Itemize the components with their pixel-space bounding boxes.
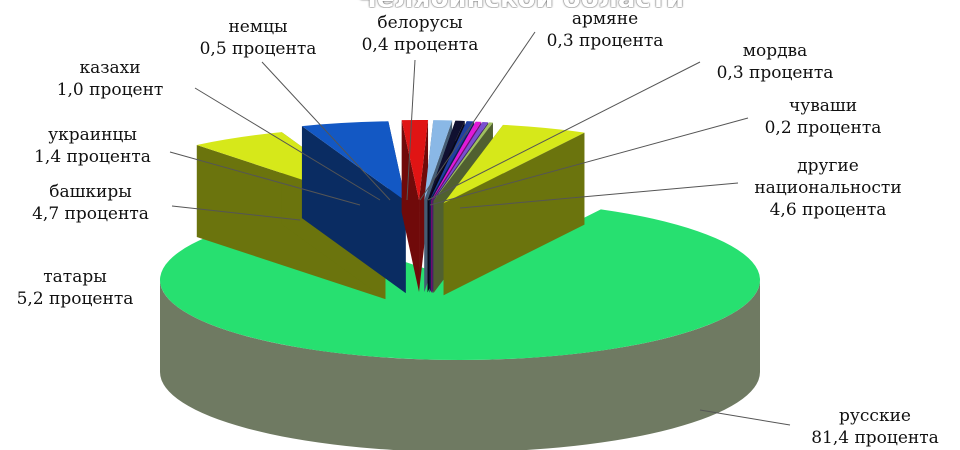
label-tatary-value: 5,2 процента xyxy=(16,289,134,309)
leader-line-kazakhi xyxy=(194,87,381,201)
label-ukraintsy-value: 1,4 процента xyxy=(34,147,151,167)
pie-slice-ukraintsy xyxy=(401,120,429,293)
leader-line-bashkiry xyxy=(171,205,301,221)
pie-slices xyxy=(160,120,761,450)
label-drugie: другие национальности 4,6 процента xyxy=(738,155,918,221)
leader-lines xyxy=(169,31,791,426)
label-nemtsy-value: 0,5 процента xyxy=(199,39,317,59)
label-nemtsy-name: немцы xyxy=(228,17,288,37)
leader-line-belorusy xyxy=(406,59,416,201)
label-drugie-line2: национальности xyxy=(754,178,902,198)
label-chuvashi: чуваши 0,2 процента xyxy=(748,95,898,139)
leader-line-chuvashi xyxy=(429,117,749,206)
label-ukraintsy: украинцы 1,4 процента xyxy=(10,124,175,168)
chart-title: Челябинской области xyxy=(300,0,740,8)
leader-line-russkie xyxy=(699,409,791,426)
leader-line-drugie xyxy=(459,182,739,209)
pie-slice-drugie xyxy=(443,124,585,296)
label-chuvashi-value: 0,2 процента xyxy=(764,118,882,138)
label-tatary: татары 5,2 процента xyxy=(0,266,150,310)
label-kazakhi-value: 1,0 процент xyxy=(56,80,164,100)
label-belorusy: белорусы 0,4 процента xyxy=(345,12,495,56)
label-armyane-name: армяне xyxy=(571,9,639,29)
label-belorusy-value: 0,4 процента xyxy=(361,35,479,55)
label-tatary-name: татары xyxy=(43,267,107,287)
label-russkie: русские 81,4 процента xyxy=(800,405,950,449)
label-mordva-value: 0,3 процента xyxy=(716,63,834,83)
label-kazakhi-name: казахи xyxy=(79,58,141,78)
label-nemtsy: немцы 0,5 процента xyxy=(183,16,333,60)
label-mordva: мордва 0,3 процента xyxy=(700,40,850,84)
leader-line-mordva xyxy=(427,61,701,201)
label-russkie-value: 81,4 процента xyxy=(811,428,939,448)
label-drugie-line1: другие xyxy=(797,156,859,176)
leader-line-ukraintsy xyxy=(169,151,361,206)
label-kazakhi: казахи 1,0 процент xyxy=(35,57,185,101)
label-drugie-value: 4,6 процента xyxy=(769,200,887,220)
label-armyane: армяне 0,3 процента xyxy=(530,8,680,52)
label-russkie-name: русские xyxy=(839,406,911,426)
label-chuvashi-name: чуваши xyxy=(788,96,858,116)
leader-line-nemtsy xyxy=(261,61,391,201)
label-belorusy-name: белорусы xyxy=(377,13,463,33)
label-bashkiry: башкиры 4,7 процента xyxy=(8,181,173,225)
label-ukraintsy-name: украинцы xyxy=(48,125,137,145)
label-armyane-value: 0,3 процента xyxy=(546,31,664,51)
label-bashkiry-value: 4,7 процента xyxy=(32,204,149,224)
label-mordva-name: мордва xyxy=(742,41,808,61)
label-bashkiry-name: башкиры xyxy=(49,182,132,202)
leader-line-armyane xyxy=(419,31,536,201)
